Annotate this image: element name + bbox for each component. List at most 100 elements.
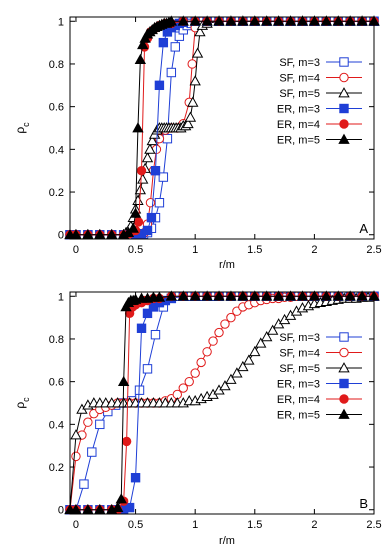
data-point xyxy=(124,502,135,513)
panel-label: B xyxy=(359,496,368,511)
y-tick-label: 1 xyxy=(58,16,64,28)
series-line xyxy=(70,20,374,236)
data-point xyxy=(196,357,206,368)
data-point xyxy=(158,172,169,182)
data-point xyxy=(344,15,356,26)
data-point xyxy=(189,290,201,301)
legend-label: ER, m=5 xyxy=(277,410,320,422)
data-point xyxy=(261,290,273,301)
data-point xyxy=(284,15,297,26)
y-axis-label: ρc xyxy=(13,122,31,134)
data-point xyxy=(190,368,200,378)
series-er-m-4 xyxy=(65,16,379,240)
data-point xyxy=(70,429,82,440)
data-point xyxy=(213,15,225,26)
data-point xyxy=(320,290,332,301)
legend-marker xyxy=(339,103,349,114)
data-point xyxy=(284,290,297,301)
legend-marker xyxy=(338,87,350,98)
legend: SF, m=3 SF, m=4 SF, m=5 ER, m=3 ER, m=4 ER, m… xyxy=(277,57,362,147)
data-point xyxy=(296,290,309,301)
data-point xyxy=(261,15,273,26)
data-point xyxy=(249,15,261,26)
data-point xyxy=(79,479,89,489)
legend-marker xyxy=(339,347,349,358)
legend-label: ER, m=5 xyxy=(277,135,320,147)
data-point xyxy=(208,336,218,346)
legend-marker xyxy=(339,72,349,83)
data-point xyxy=(115,493,127,504)
data-point xyxy=(129,207,142,218)
y-tick-label: 0.4 xyxy=(49,419,64,431)
legend-marker xyxy=(339,378,349,389)
data-point xyxy=(308,290,321,301)
data-point xyxy=(187,96,199,107)
data-point xyxy=(158,37,169,48)
y-axis-label: ρc xyxy=(13,397,31,409)
legend-label: ER, m=3 xyxy=(277,104,320,116)
chart-panel-a: 0 0.5 1 1.5 2 2.5 0 0.2 0.4 0.6 0.8 1 SF, m=3 SF, m=4… xyxy=(13,15,382,271)
data-point xyxy=(130,473,141,483)
legend-marker xyxy=(339,57,349,67)
data-point xyxy=(162,133,173,144)
data-point xyxy=(177,290,189,301)
data-point xyxy=(142,225,153,236)
data-point xyxy=(332,15,344,26)
data-point xyxy=(320,15,332,26)
data-point xyxy=(213,290,225,301)
legend-label: ER, m=3 xyxy=(277,379,320,391)
x-tick-label: 0 xyxy=(73,244,79,256)
y-tick-label: 0 xyxy=(58,505,64,517)
legend-marker xyxy=(339,332,349,342)
data-point xyxy=(356,290,368,301)
data-point xyxy=(332,290,344,301)
data-point xyxy=(178,383,188,393)
data-point xyxy=(170,42,180,52)
y-tick-label: 0.4 xyxy=(49,144,64,156)
series-sf-m-5 xyxy=(64,15,380,240)
series-line xyxy=(70,20,374,236)
data-point xyxy=(249,290,261,301)
data-point xyxy=(182,117,194,129)
data-point xyxy=(144,143,156,154)
data-point xyxy=(202,347,212,357)
y-tick-label: 0.6 xyxy=(49,377,64,389)
x-tick-label: 2.5 xyxy=(366,519,381,531)
data-point xyxy=(132,194,144,205)
data-point xyxy=(117,375,130,387)
data-point xyxy=(214,327,224,338)
legend-label: ER, m=4 xyxy=(277,119,320,131)
x-tick-label: 1.5 xyxy=(247,519,262,531)
panel-label: A xyxy=(359,221,368,236)
data-point xyxy=(220,319,230,329)
data-point xyxy=(150,329,161,340)
x-tick-label: 0.5 xyxy=(128,519,143,531)
data-point xyxy=(134,53,147,65)
data-point xyxy=(219,380,231,391)
legend-label: SF, m=5 xyxy=(279,363,320,375)
y-tick-label: 0.6 xyxy=(49,102,64,114)
data-point xyxy=(237,360,249,372)
series-sf-m-3 xyxy=(65,16,379,240)
data-point xyxy=(133,217,144,227)
data-point xyxy=(154,80,165,91)
legend-marker xyxy=(339,119,349,129)
x-axis-label: r/m xyxy=(219,259,235,271)
data-point xyxy=(184,376,194,387)
data-point xyxy=(87,447,97,457)
data-point xyxy=(154,198,165,208)
data-point xyxy=(189,75,201,86)
y-tick-label: 0 xyxy=(58,230,64,242)
y-tick-label: 1 xyxy=(58,291,64,303)
data-point xyxy=(71,451,81,462)
legend-label: ER, m=4 xyxy=(277,394,320,406)
data-point xyxy=(255,337,267,348)
data-point xyxy=(243,354,255,365)
series-line xyxy=(70,20,374,236)
legend-label: SF, m=3 xyxy=(279,332,320,344)
plot-frame xyxy=(69,291,375,515)
data-point xyxy=(184,111,197,122)
data-point xyxy=(249,345,261,357)
y-tick-label: 0.8 xyxy=(49,334,64,346)
